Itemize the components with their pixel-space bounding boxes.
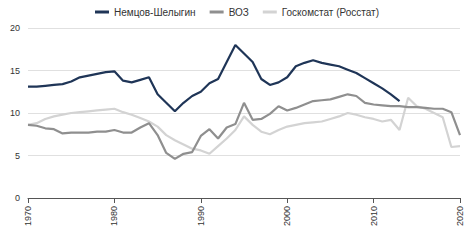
svg-text:0: 0 bbox=[15, 193, 20, 203]
svg-text:20: 20 bbox=[10, 23, 20, 33]
svg-text:2020: 2020 bbox=[455, 206, 465, 226]
svg-text:2010: 2010 bbox=[369, 206, 379, 226]
svg-text:Госкомстат (Росстат): Госкомстат (Росстат) bbox=[282, 7, 379, 18]
svg-text:5: 5 bbox=[15, 151, 20, 161]
svg-text:15: 15 bbox=[10, 66, 20, 76]
svg-text:1980: 1980 bbox=[109, 206, 119, 226]
svg-text:10: 10 bbox=[10, 108, 20, 118]
svg-text:ВОЗ: ВОЗ bbox=[229, 7, 249, 18]
svg-text:1970: 1970 bbox=[23, 206, 33, 226]
svg-text:1990: 1990 bbox=[196, 206, 206, 226]
svg-text:2000: 2000 bbox=[282, 206, 292, 226]
svg-text:Немцов-Шелыгин: Немцов-Шелыгин bbox=[114, 7, 196, 18]
